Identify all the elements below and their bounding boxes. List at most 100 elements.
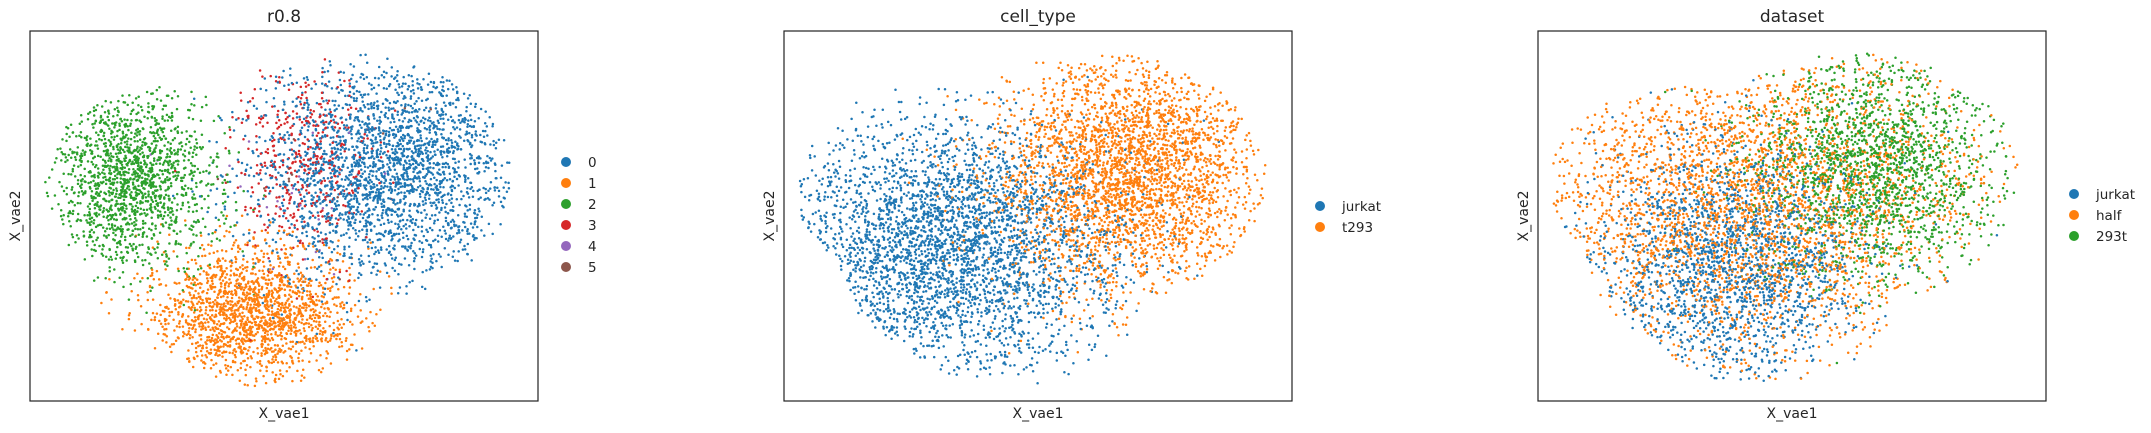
scatter-point	[438, 91, 441, 94]
scatter-point	[222, 295, 225, 298]
scatter-point	[340, 344, 344, 348]
scatter-point	[389, 229, 392, 232]
scatter-point	[144, 258, 147, 262]
scatter-point	[420, 119, 423, 123]
scatter-point	[131, 173, 134, 176]
scatter-point	[410, 74, 413, 78]
scatter-point	[408, 214, 411, 217]
scatter-point	[428, 116, 431, 120]
scatter-point	[322, 327, 325, 330]
scatter-point	[286, 115, 289, 119]
scatter-point	[445, 142, 449, 146]
scatter-point	[282, 275, 285, 279]
scatter-point	[286, 285, 289, 288]
scatter-point	[393, 120, 396, 124]
scatter-point	[496, 186, 499, 189]
scatter-point	[434, 103, 438, 106]
scatter-point	[299, 103, 303, 106]
scatter-point	[314, 163, 318, 166]
scatter-point	[61, 218, 64, 221]
scatter-point	[290, 191, 294, 195]
scatter-point	[165, 341, 168, 344]
scatter-point	[255, 214, 259, 217]
scatter-point	[107, 190, 110, 193]
scatter-point	[240, 324, 243, 327]
scatter-point	[279, 123, 283, 127]
scatter-point	[136, 206, 140, 210]
scatter-point	[345, 336, 348, 340]
scatter-point	[428, 158, 431, 161]
scatter-point	[233, 284, 237, 287]
scatter-point	[333, 146, 336, 150]
scatter-point	[462, 92, 466, 96]
scatter-point	[208, 164, 211, 167]
scatter-point	[304, 85, 308, 88]
scatter-point	[373, 252, 376, 256]
scatter-point	[332, 328, 336, 332]
scatter-point	[202, 170, 205, 174]
scatter-point	[458, 240, 462, 244]
scatter-point	[315, 278, 318, 282]
scatter-point	[243, 383, 247, 386]
scatter-point	[249, 365, 252, 369]
scatter-point	[491, 232, 494, 236]
scatter-point	[207, 243, 210, 246]
scatter-point	[88, 207, 92, 211]
scatter-point	[380, 202, 383, 206]
scatter-point	[216, 296, 219, 300]
scatter-point	[342, 192, 346, 196]
scatter-point	[71, 131, 75, 134]
scatter-point	[193, 316, 197, 319]
scatter-point	[215, 334, 218, 337]
scatter-point	[466, 125, 469, 128]
scatter-point	[283, 293, 287, 297]
scatter-point	[346, 108, 350, 111]
scatter-point	[359, 184, 362, 187]
scatter-point	[46, 194, 50, 198]
scatter-point	[235, 273, 238, 277]
scatter-point	[95, 238, 98, 242]
scatter-point	[455, 126, 459, 129]
scatter-point	[293, 331, 296, 334]
scatter-point	[163, 310, 166, 313]
scatter-point	[500, 164, 504, 167]
scatter-point	[246, 101, 250, 104]
scatter-point	[458, 134, 461, 138]
scatter-point	[193, 203, 197, 207]
scatter-point	[281, 161, 285, 164]
scatter-point	[430, 257, 433, 260]
scatter-point	[268, 322, 271, 325]
scatter-point	[184, 300, 188, 303]
scatter-point	[168, 233, 171, 236]
scatter-point	[164, 193, 168, 197]
scatter-point	[151, 311, 155, 315]
scatter-point	[258, 204, 261, 208]
scatter-point	[353, 188, 357, 191]
scatter-point	[266, 325, 270, 328]
scatter-point	[152, 106, 155, 109]
scatter-point	[479, 133, 482, 137]
scatter-point	[466, 232, 469, 236]
scatter-point	[214, 362, 218, 365]
scatter-point	[423, 208, 426, 212]
scatter-point	[369, 103, 372, 106]
scatter-point	[298, 144, 301, 147]
scatter-point	[91, 240, 95, 243]
scatter-point	[463, 244, 466, 248]
scatter-point	[389, 253, 393, 256]
scatter-point	[405, 170, 408, 173]
scatter-point	[361, 216, 365, 220]
scatter-point	[250, 321, 254, 325]
scatter-point	[348, 211, 351, 214]
scatter-point	[167, 257, 171, 260]
scatter-point	[93, 173, 96, 177]
scatter-point	[64, 156, 68, 159]
scatter-point	[192, 275, 196, 278]
scatter-point	[336, 332, 339, 336]
scatter-point	[412, 92, 416, 95]
scatter-point	[246, 265, 249, 269]
scatter-point	[310, 204, 314, 208]
scatter-point	[117, 142, 120, 146]
scatter-point	[401, 185, 404, 188]
scatter-point	[192, 240, 195, 244]
